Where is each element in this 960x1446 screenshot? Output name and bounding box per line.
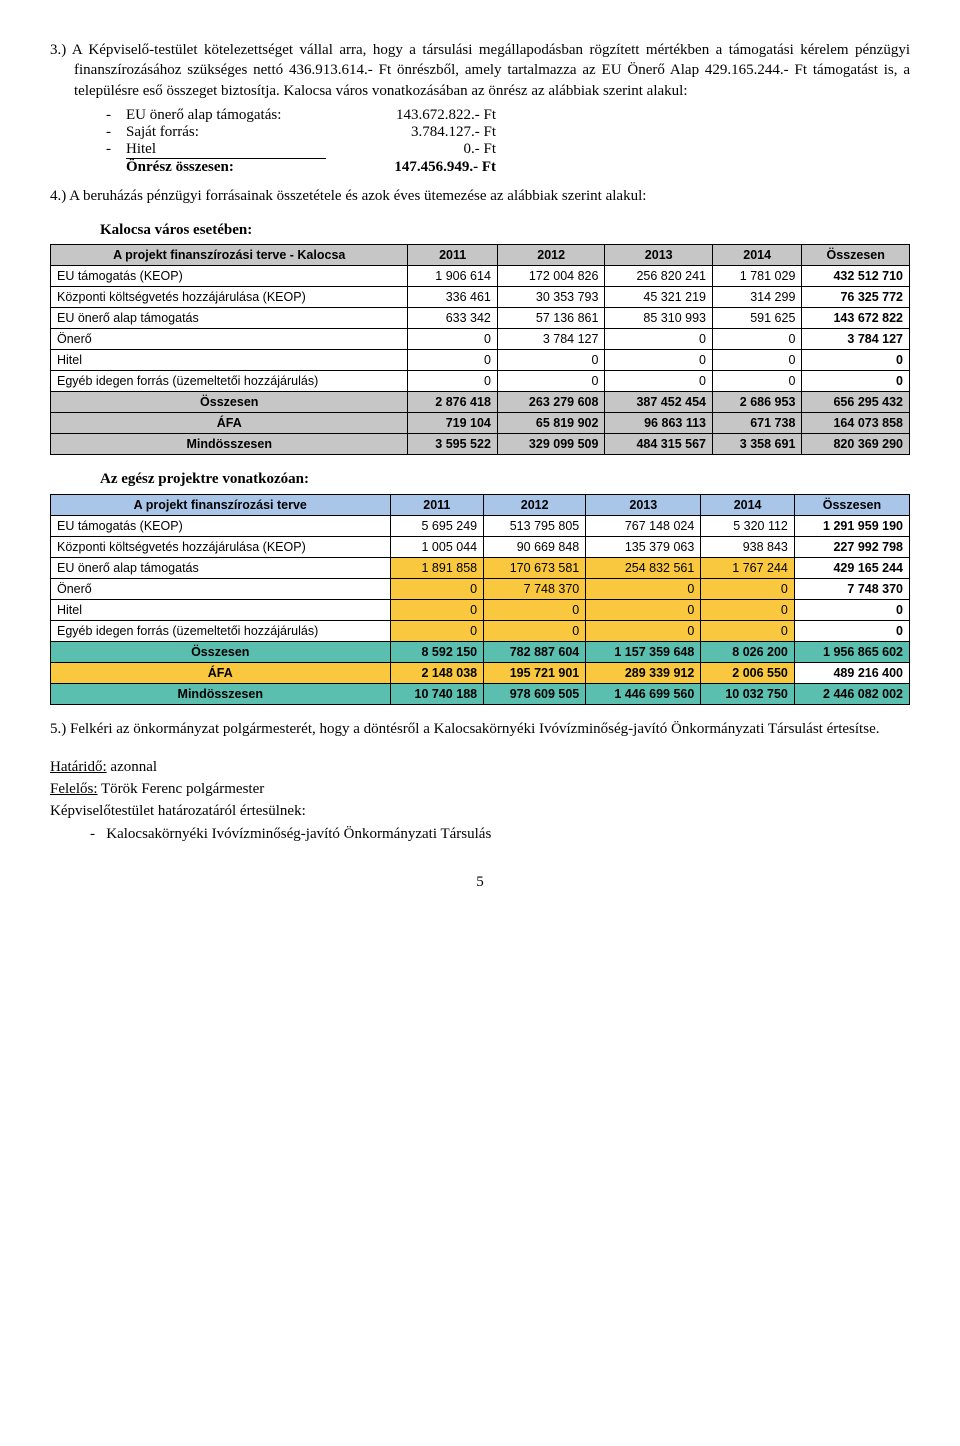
table-row: EU önerő alap támogatás1 891 858170 673 …: [51, 557, 910, 578]
table-header: A projekt finanszírozási terve: [51, 494, 391, 515]
table-row: EU támogatás (KEOP)5 695 249513 795 8057…: [51, 515, 910, 536]
table-row: EU önerő alap támogatás633 34257 136 861…: [51, 308, 910, 329]
table-row: Önerő03 784 127003 784 127: [51, 329, 910, 350]
table-header: A projekt finanszírozási terve - Kalocsa: [51, 245, 408, 266]
footer-line: Határidő: azonnal: [50, 757, 910, 777]
paragraph-5: 5.) Felkéri az önkormányzat polgármester…: [50, 719, 910, 739]
para3-text: A Képviselő-testület kötelezettséget vál…: [72, 42, 910, 99]
table-row: Önerő07 748 370007 748 370: [51, 578, 910, 599]
table-header: 2011: [408, 245, 497, 266]
footer-block: Határidő: azonnal Felelős: Török Ferenc …: [50, 757, 910, 844]
table-total-row: Összesen8 592 150782 887 6041 157 359 64…: [51, 641, 910, 662]
list-item: - Saját forrás: 3.784.127.- Ft: [106, 124, 910, 141]
table-row: Egyéb idegen forrás (üzemeltetői hozzájá…: [51, 620, 910, 641]
table-header: 2012: [484, 494, 586, 515]
para5-num: 5.): [50, 721, 66, 737]
table-total-row: ÁFA719 10465 819 90296 863 113671 738164…: [51, 413, 910, 434]
footer-line: - Kalocsakörnyéki Ivóvízminőség-javító Ö…: [50, 824, 910, 844]
paragraph-4: 4.) A beruházás pénzügyi forrásainak öss…: [50, 186, 910, 206]
table-row: Központi költségvetés hozzájárulása (KEO…: [51, 536, 910, 557]
table-header: 2014: [712, 245, 801, 266]
list-item: - Hitel 0.- Ft: [106, 141, 910, 159]
table-header: Összesen: [802, 245, 910, 266]
table-row: Egyéb idegen forrás (üzemeltetői hozzájá…: [51, 371, 910, 392]
table-header: 2011: [390, 494, 484, 515]
table-total-row: ÁFA2 148 038195 721 901289 339 9122 006 …: [51, 662, 910, 683]
table-project: A projekt finanszírozási terve2011201220…: [50, 494, 910, 705]
footer-line: Felelős: Török Ferenc polgármester: [50, 779, 910, 799]
table-header: 2014: [701, 494, 795, 515]
onresz-list: - EU önerő alap támogatás: 143.672.822.-…: [106, 107, 910, 176]
table-total-row: Összesen2 876 418263 279 608387 452 4542…: [51, 392, 910, 413]
table-kalocsa: A projekt finanszírozási terve - Kalocsa…: [50, 244, 910, 455]
list-total: Önrész összesen: 147.456.949.- Ft: [106, 159, 910, 176]
list-item: - EU önerő alap támogatás: 143.672.822.-…: [106, 107, 910, 124]
paragraph-3: 3.) A Képviselő-testület kötelezettséget…: [50, 40, 910, 101]
table-header: Összesen: [794, 494, 909, 515]
table-row: EU támogatás (KEOP)1 906 614172 004 8262…: [51, 266, 910, 287]
para4-text: A beruházás pénzügyi forrásainak összeté…: [69, 188, 646, 204]
para3-num: 3.): [50, 42, 66, 58]
table-header: 2013: [586, 494, 701, 515]
para5-text: Felkéri az önkormányzat polgármesterét, …: [70, 721, 879, 737]
table-total-row: Mindösszesen10 740 188978 609 5051 446 6…: [51, 683, 910, 704]
footer-line: Képviselőtestület határozatáról értesüln…: [50, 801, 910, 821]
table-total-row: Mindösszesen3 595 522329 099 509484 315 …: [51, 434, 910, 455]
section1-title: Kalocsa város esetében:: [100, 220, 910, 240]
section2-title: Az egész projektre vonatkozóan:: [100, 469, 910, 489]
page-number: 5: [50, 872, 910, 892]
table-header: 2013: [605, 245, 713, 266]
table-row: Hitel00000: [51, 350, 910, 371]
table-header: 2012: [497, 245, 605, 266]
table-row: Központi költségvetés hozzájárulása (KEO…: [51, 287, 910, 308]
table-row: Hitel00000: [51, 599, 910, 620]
para4-num: 4.): [50, 188, 66, 204]
